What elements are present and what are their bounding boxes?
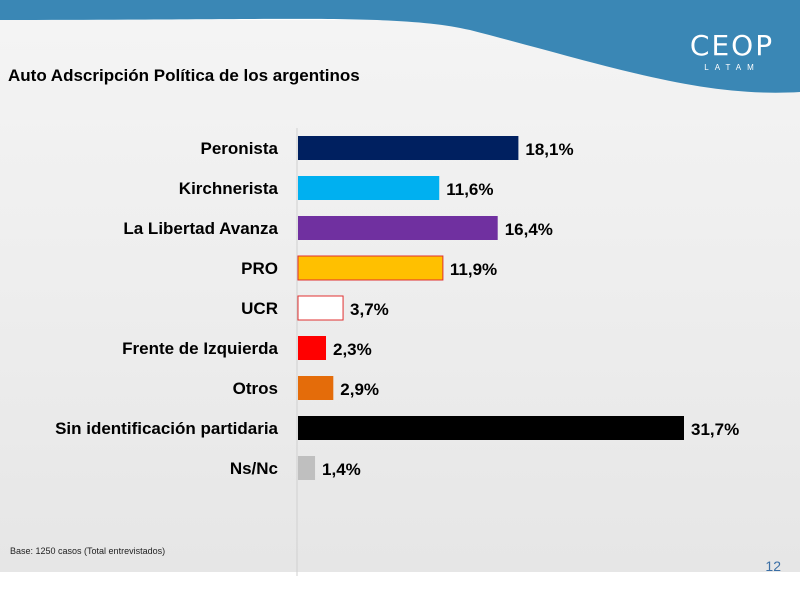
value-label: 3,7% [350,300,389,319]
value-label: 2,3% [333,340,372,359]
value-label: 2,9% [340,380,379,399]
slide-background [0,20,800,572]
value-label: 11,6% [446,180,493,199]
chart-title: Auto Adscripción Política de los argenti… [8,66,360,85]
value-label: 11,9% [450,260,497,279]
category-label: PRO [241,259,278,278]
category-label: La Libertad Avanza [123,219,278,238]
category-label: Kirchnerista [179,179,279,198]
category-label: UCR [241,299,278,318]
category-label: Frente de Izquierda [122,339,278,358]
bar [298,416,684,440]
bar [297,255,444,281]
bar [298,456,316,480]
value-label: 31,7% [691,420,739,439]
bar [298,176,440,200]
bar [297,295,344,321]
category-label: Otros [233,379,278,398]
bar [298,136,519,160]
value-label: 18,1% [525,140,573,159]
category-label: Ns/Nc [230,459,278,478]
logo-subtext: LATAM [704,63,760,72]
bar [298,216,498,240]
logo-text: CEOP [689,29,775,62]
bar [298,336,327,360]
category-label: Sin identificación partidaria [55,419,278,438]
page-number: 12 [765,558,781,574]
value-label: 16,4% [505,220,553,239]
ceop-logo: CEOP LATAM [686,32,778,76]
bar [298,376,334,400]
value-label: 1,4% [322,460,361,479]
category-label: Peronista [201,139,279,158]
header-band [0,0,800,93]
footnote: Base: 1250 casos (Total entrevistados) [10,546,166,556]
